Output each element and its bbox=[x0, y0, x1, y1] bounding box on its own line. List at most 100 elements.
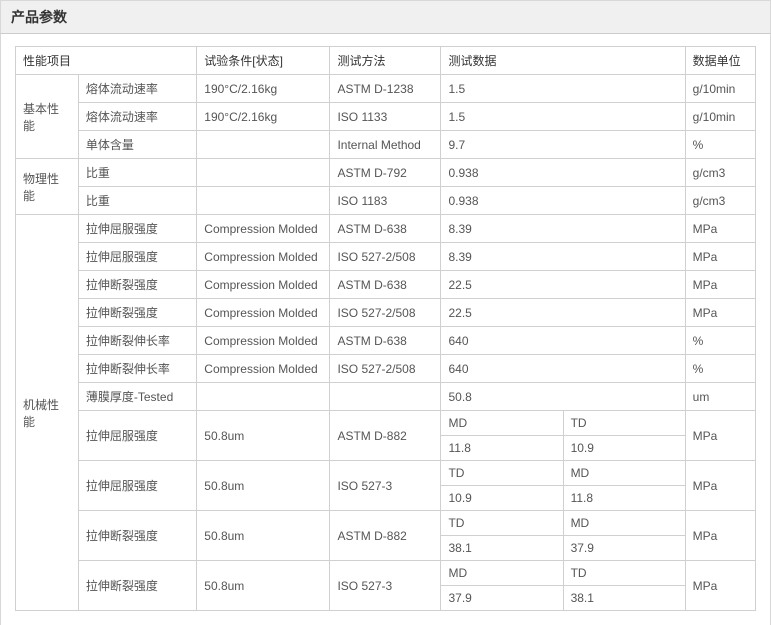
cell-name: 拉伸断裂强度 bbox=[78, 561, 196, 611]
cell-method: ASTM D-1238 bbox=[330, 75, 441, 103]
cell-name: 拉伸屈服强度 bbox=[78, 215, 196, 243]
cell-data: 0.938 bbox=[441, 187, 685, 215]
cell-data: 640 bbox=[441, 355, 685, 383]
table-row: 拉伸断裂强度 Compression Molded ISO 527-2/508 … bbox=[16, 299, 756, 327]
cell-subheader: TD bbox=[563, 411, 685, 436]
header-property: 性能项目 bbox=[16, 47, 197, 75]
cell-method: ASTM D-882 bbox=[330, 511, 441, 561]
header-method: 测试方法 bbox=[330, 47, 441, 75]
cell-method: ISO 527-2/508 bbox=[330, 299, 441, 327]
cell-cond: 190°C/2.16kg bbox=[197, 75, 330, 103]
cell-name: 拉伸断裂伸长率 bbox=[78, 355, 196, 383]
table-row: 熔体流动速率 190°C/2.16kg ISO 1133 1.5 g/10min bbox=[16, 103, 756, 131]
cell-subvalue: 10.9 bbox=[441, 486, 563, 511]
cell-method: ISO 1133 bbox=[330, 103, 441, 131]
table-row: 拉伸断裂强度 Compression Molded ASTM D-638 22.… bbox=[16, 271, 756, 299]
cell-subvalue: 38.1 bbox=[563, 586, 685, 611]
cell-name: 单体含量 bbox=[78, 131, 196, 159]
cell-data: 22.5 bbox=[441, 299, 685, 327]
cell-name: 薄膜厚度-Tested bbox=[78, 383, 196, 411]
cell-unit: g/cm3 bbox=[685, 159, 755, 187]
cell-cond: 50.8um bbox=[197, 561, 330, 611]
category-mechanical: 机械性能 bbox=[16, 215, 79, 611]
cell-unit: MPa bbox=[685, 271, 755, 299]
cell-unit: um bbox=[685, 383, 755, 411]
cell-method: ISO 1183 bbox=[330, 187, 441, 215]
cell-cond bbox=[197, 383, 330, 411]
cell-cond: Compression Molded bbox=[197, 243, 330, 271]
table-row: 物理性能 比重 ASTM D-792 0.938 g/cm3 bbox=[16, 159, 756, 187]
table-row: 拉伸断裂强度 50.8um ASTM D-882 TD MD MPa bbox=[16, 511, 756, 536]
cell-data: 22.5 bbox=[441, 271, 685, 299]
cell-name: 拉伸断裂强度 bbox=[78, 271, 196, 299]
cell-cond: Compression Molded bbox=[197, 327, 330, 355]
table-row: 薄膜厚度-Tested 50.8 um bbox=[16, 383, 756, 411]
table-row: 基本性能 熔体流动速率 190°C/2.16kg ASTM D-1238 1.5… bbox=[16, 75, 756, 103]
header-unit: 数据单位 bbox=[685, 47, 755, 75]
cell-cond: 50.8um bbox=[197, 511, 330, 561]
cell-subvalue: 11.8 bbox=[441, 436, 563, 461]
cell-cond: 50.8um bbox=[197, 461, 330, 511]
cell-cond: Compression Molded bbox=[197, 299, 330, 327]
cell-unit: MPa bbox=[685, 561, 755, 611]
cell-unit: % bbox=[685, 355, 755, 383]
cell-cond: Compression Molded bbox=[197, 271, 330, 299]
cell-method bbox=[330, 383, 441, 411]
category-physical: 物理性能 bbox=[16, 159, 79, 215]
product-parameters-table: 性能项目 试验条件[状态] 测试方法 测试数据 数据单位 基本性能 熔体流动速率… bbox=[15, 46, 756, 611]
cell-method: ASTM D-638 bbox=[330, 271, 441, 299]
cell-unit: MPa bbox=[685, 215, 755, 243]
cell-method: ISO 527-2/508 bbox=[330, 243, 441, 271]
cell-data: 1.5 bbox=[441, 103, 685, 131]
cell-name: 拉伸屈服强度 bbox=[78, 243, 196, 271]
cell-cond: 190°C/2.16kg bbox=[197, 103, 330, 131]
cell-name: 拉伸断裂强度 bbox=[78, 299, 196, 327]
table-row: 机械性能 拉伸屈服强度 Compression Molded ASTM D-63… bbox=[16, 215, 756, 243]
table-row: 拉伸屈服强度 Compression Molded ISO 527-2/508 … bbox=[16, 243, 756, 271]
cell-unit: MPa bbox=[685, 411, 755, 461]
cell-unit: MPa bbox=[685, 511, 755, 561]
table-row: 拉伸断裂伸长率 Compression Molded ASTM D-638 64… bbox=[16, 327, 756, 355]
cell-unit: MPa bbox=[685, 461, 755, 511]
cell-data: 9.7 bbox=[441, 131, 685, 159]
cell-subheader: MD bbox=[563, 461, 685, 486]
cell-unit: g/10min bbox=[685, 75, 755, 103]
cell-cond bbox=[197, 187, 330, 215]
cell-unit: g/cm3 bbox=[685, 187, 755, 215]
table-row: 拉伸断裂强度 50.8um ISO 527-3 MD TD MPa bbox=[16, 561, 756, 586]
cell-method: ISO 527-2/508 bbox=[330, 355, 441, 383]
cell-unit: MPa bbox=[685, 243, 755, 271]
cell-name: 拉伸断裂强度 bbox=[78, 511, 196, 561]
cell-method: ISO 527-3 bbox=[330, 561, 441, 611]
cell-subheader: TD bbox=[441, 511, 563, 536]
cell-data: 8.39 bbox=[441, 215, 685, 243]
header-data: 测试数据 bbox=[441, 47, 685, 75]
cell-unit: % bbox=[685, 131, 755, 159]
cell-name: 熔体流动速率 bbox=[78, 75, 196, 103]
cell-subheader: MD bbox=[441, 411, 563, 436]
cell-cond: Compression Molded bbox=[197, 355, 330, 383]
cell-subheader: TD bbox=[563, 561, 685, 586]
table-row: 单体含量 Internal Method 9.7 % bbox=[16, 131, 756, 159]
cell-data: 1.5 bbox=[441, 75, 685, 103]
cell-method: ASTM D-792 bbox=[330, 159, 441, 187]
cell-name: 拉伸断裂伸长率 bbox=[78, 327, 196, 355]
cell-name: 比重 bbox=[78, 159, 196, 187]
cell-unit: MPa bbox=[685, 299, 755, 327]
cell-data: 8.39 bbox=[441, 243, 685, 271]
cell-subvalue: 10.9 bbox=[563, 436, 685, 461]
cell-subvalue: 11.8 bbox=[563, 486, 685, 511]
cell-subvalue: 37.9 bbox=[563, 536, 685, 561]
cell-data: 50.8 bbox=[441, 383, 685, 411]
cell-unit: g/10min bbox=[685, 103, 755, 131]
cell-subheader: MD bbox=[441, 561, 563, 586]
cell-data: 640 bbox=[441, 327, 685, 355]
cell-cond: 50.8um bbox=[197, 411, 330, 461]
table-container: 性能项目 试验条件[状态] 测试方法 测试数据 数据单位 基本性能 熔体流动速率… bbox=[0, 34, 771, 625]
table-row: 比重 ISO 1183 0.938 g/cm3 bbox=[16, 187, 756, 215]
cell-subvalue: 38.1 bbox=[441, 536, 563, 561]
cell-cond bbox=[197, 159, 330, 187]
cell-method: ASTM D-638 bbox=[330, 215, 441, 243]
cell-subheader: MD bbox=[563, 511, 685, 536]
cell-name: 拉伸屈服强度 bbox=[78, 461, 196, 511]
